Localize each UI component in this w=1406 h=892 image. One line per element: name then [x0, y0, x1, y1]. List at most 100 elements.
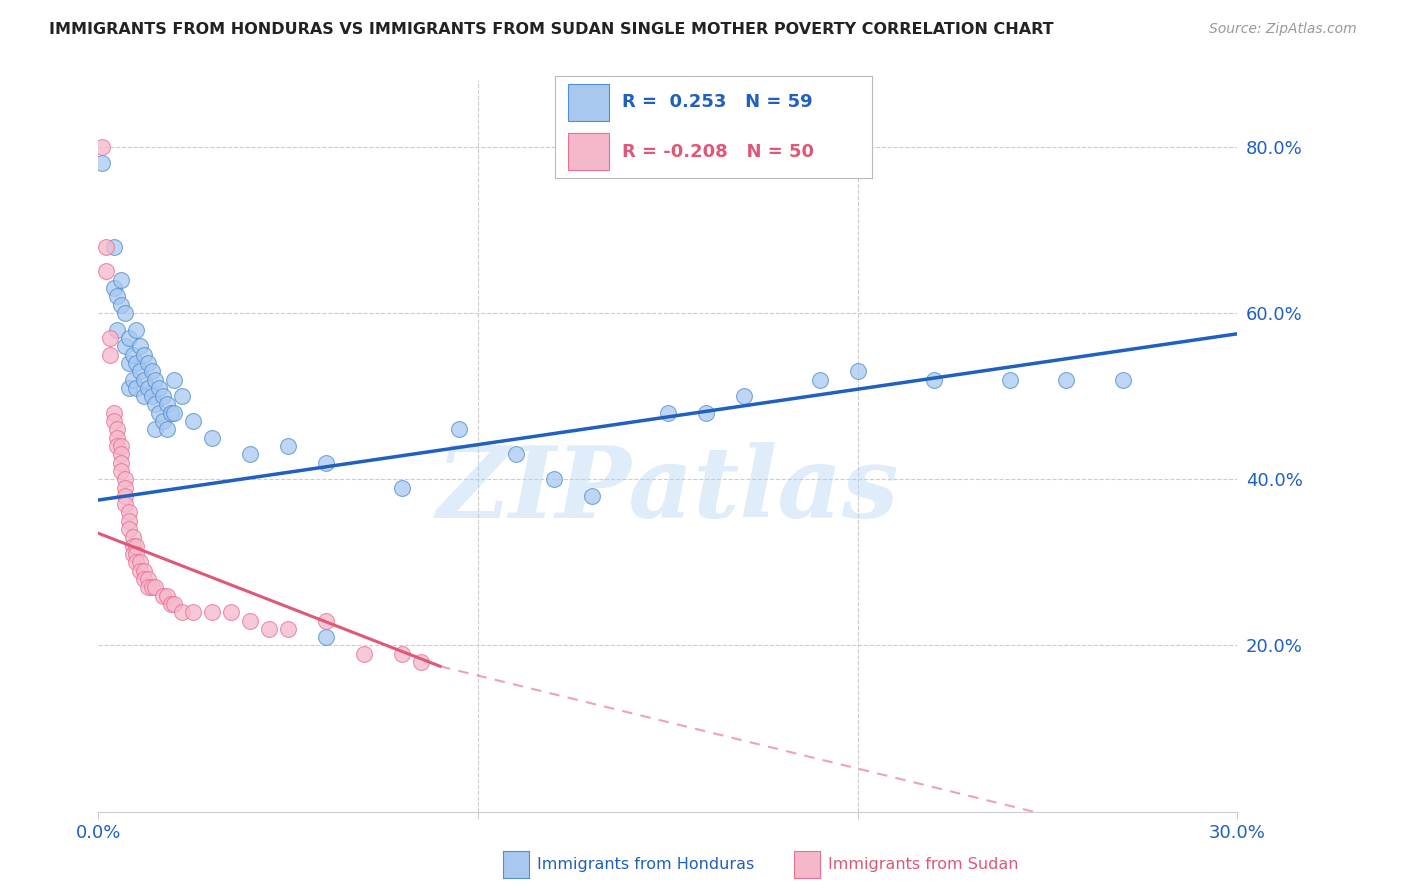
- Point: [808, 372, 831, 386]
- Point: [315, 630, 337, 644]
- Point: [353, 647, 375, 661]
- Point: [136, 580, 159, 594]
- Point: [159, 406, 181, 420]
- Point: [103, 239, 125, 253]
- Point: [846, 364, 869, 378]
- Point: [132, 389, 155, 403]
- Point: [114, 472, 136, 486]
- Point: [103, 406, 125, 420]
- Point: [125, 539, 148, 553]
- Point: [239, 614, 262, 628]
- Point: [411, 655, 433, 669]
- Point: [391, 481, 413, 495]
- Text: Immigrants from Sudan: Immigrants from Sudan: [828, 857, 1018, 871]
- Point: [156, 422, 179, 436]
- Point: [103, 281, 125, 295]
- Point: [145, 397, 167, 411]
- Point: [107, 289, 129, 303]
- Text: Immigrants from Honduras: Immigrants from Honduras: [537, 857, 755, 871]
- Point: [1056, 372, 1078, 386]
- Point: [118, 506, 141, 520]
- Point: [201, 431, 224, 445]
- Point: [136, 381, 159, 395]
- Point: [505, 447, 527, 461]
- Point: [118, 356, 141, 370]
- Point: [125, 547, 148, 561]
- Point: [107, 439, 129, 453]
- Point: [163, 372, 186, 386]
- Point: [136, 356, 159, 370]
- Point: [110, 447, 132, 461]
- Point: [141, 580, 163, 594]
- Point: [129, 564, 152, 578]
- Bar: [568, 84, 609, 121]
- Point: [114, 306, 136, 320]
- Point: [449, 422, 471, 436]
- Point: [163, 406, 186, 420]
- Point: [110, 456, 132, 470]
- Point: [259, 622, 281, 636]
- Point: [107, 431, 129, 445]
- Point: [103, 414, 125, 428]
- Point: [1112, 372, 1135, 386]
- Point: [114, 339, 136, 353]
- Point: [118, 514, 141, 528]
- Point: [543, 472, 565, 486]
- Point: [183, 605, 205, 619]
- Point: [277, 439, 299, 453]
- Point: [170, 389, 193, 403]
- Point: [110, 439, 132, 453]
- Point: [170, 605, 193, 619]
- Point: [152, 589, 174, 603]
- Point: [201, 605, 224, 619]
- Point: [114, 481, 136, 495]
- Point: [132, 347, 155, 362]
- Point: [148, 406, 170, 420]
- Point: [121, 372, 143, 386]
- Point: [129, 555, 152, 569]
- Point: [152, 389, 174, 403]
- Point: [118, 381, 141, 395]
- Point: [998, 372, 1021, 386]
- Point: [91, 156, 114, 170]
- Point: [91, 140, 114, 154]
- Text: Source: ZipAtlas.com: Source: ZipAtlas.com: [1209, 22, 1357, 37]
- Point: [152, 414, 174, 428]
- Point: [148, 381, 170, 395]
- Point: [94, 239, 117, 253]
- Text: ZIPatlas: ZIPatlas: [437, 442, 898, 538]
- Point: [94, 264, 117, 278]
- Point: [132, 564, 155, 578]
- Point: [118, 522, 141, 536]
- Point: [107, 323, 129, 337]
- Point: [183, 414, 205, 428]
- Point: [125, 356, 148, 370]
- Point: [110, 464, 132, 478]
- Point: [391, 647, 413, 661]
- Point: [239, 447, 262, 461]
- Point: [129, 364, 152, 378]
- Point: [141, 389, 163, 403]
- Point: [107, 422, 129, 436]
- Point: [121, 539, 143, 553]
- Point: [121, 547, 143, 561]
- Point: [98, 331, 121, 345]
- Point: [136, 572, 159, 586]
- Point: [110, 273, 132, 287]
- Point: [114, 489, 136, 503]
- Point: [145, 422, 167, 436]
- Point: [125, 323, 148, 337]
- Point: [733, 389, 755, 403]
- Point: [581, 489, 603, 503]
- Bar: [568, 133, 609, 170]
- Point: [110, 298, 132, 312]
- Point: [132, 572, 155, 586]
- Point: [125, 555, 148, 569]
- Point: [132, 372, 155, 386]
- Point: [125, 381, 148, 395]
- Point: [221, 605, 243, 619]
- Point: [159, 597, 181, 611]
- Point: [315, 614, 337, 628]
- Point: [163, 597, 186, 611]
- Point: [114, 497, 136, 511]
